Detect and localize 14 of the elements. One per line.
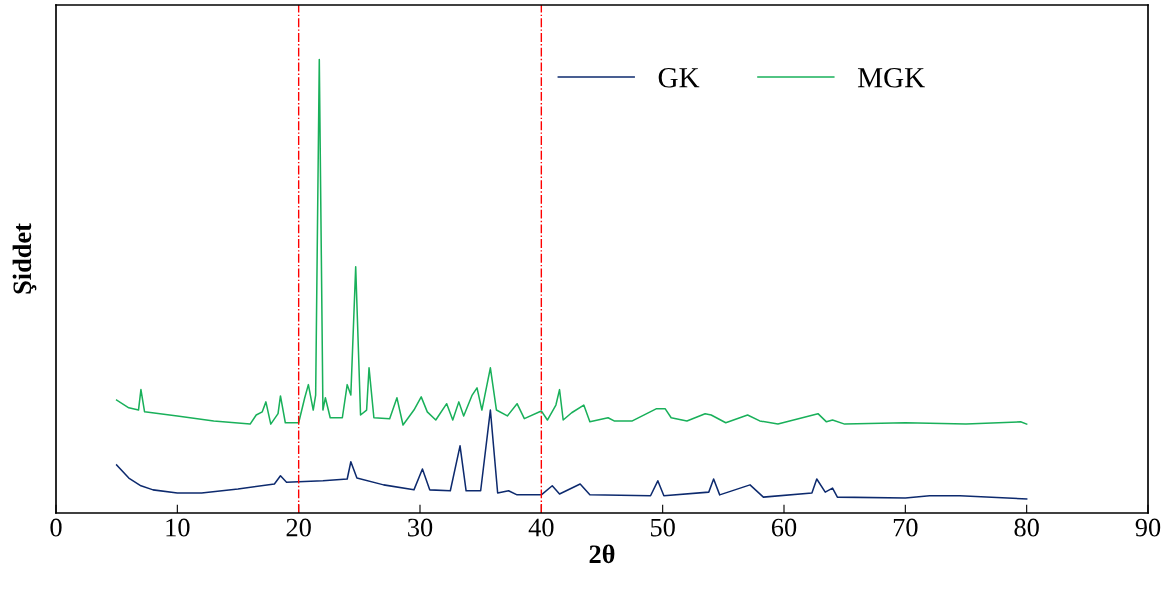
x-tick-label: 90 xyxy=(1135,518,1161,537)
legend-label: GK xyxy=(658,67,700,88)
x-tick-label: 60 xyxy=(771,518,797,537)
y-axis-title: Şiddet xyxy=(12,223,37,294)
x-axis-title: 2θ xyxy=(589,544,615,564)
x-tick-label: 0 xyxy=(50,518,62,537)
x-tick-label: 80 xyxy=(1014,518,1039,537)
x-tick-label: 50 xyxy=(651,518,675,537)
x-tick-label: 40 xyxy=(528,518,554,537)
x-tick-label: 70 xyxy=(893,518,918,537)
x-tick-label: 10 xyxy=(166,518,190,537)
x-tick-label: 20 xyxy=(286,518,311,537)
x-tick-label: 30 xyxy=(408,518,433,537)
legend-label: MGK xyxy=(857,67,925,88)
